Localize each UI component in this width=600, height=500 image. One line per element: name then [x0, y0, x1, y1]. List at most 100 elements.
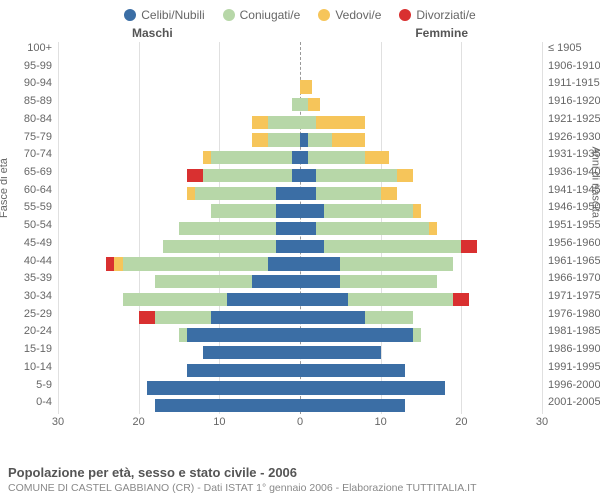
seg-married: [413, 328, 421, 341]
seg-single: [300, 311, 365, 324]
seg-widowed: [397, 169, 413, 182]
female-bar: [300, 80, 542, 93]
age-row: 70-741931-1935: [58, 148, 542, 166]
seg-widowed: [308, 98, 320, 111]
age-row: 75-791926-1930: [58, 131, 542, 149]
female-bar: [300, 151, 542, 164]
seg-widowed: [381, 187, 397, 200]
age-row: 80-841921-1925: [58, 113, 542, 131]
male-bar: [58, 364, 300, 377]
seg-single: [300, 275, 340, 288]
age-label: 30-34: [24, 290, 58, 302]
birth-label: 1906-1910: [542, 60, 600, 72]
female-bar: [300, 204, 542, 217]
seg-widowed: [187, 187, 195, 200]
birth-label: 1926-1930: [542, 131, 600, 143]
footer: Popolazione per età, sesso e stato civil…: [8, 465, 476, 494]
seg-divorced: [187, 169, 203, 182]
age-row: 90-941911-1915: [58, 77, 542, 95]
male-bar: [58, 346, 300, 359]
male-bar: [58, 45, 300, 58]
age-label: 60-64: [24, 184, 58, 196]
birth-label: 1951-1955: [542, 219, 600, 231]
birth-label: ≤ 1905: [542, 42, 582, 54]
seg-married: [340, 275, 437, 288]
seg-widowed: [365, 151, 389, 164]
age-label: 20-24: [24, 325, 58, 337]
female-bar: [300, 364, 542, 377]
age-row: 10-141991-1995: [58, 361, 542, 379]
footer-title: Popolazione per età, sesso e stato civil…: [8, 465, 476, 480]
birth-label: 1976-1980: [542, 308, 600, 320]
male-bar: [58, 381, 300, 394]
x-tick: 20: [455, 416, 467, 428]
birth-label: 1971-1975: [542, 290, 600, 302]
seg-single: [300, 399, 405, 412]
age-label: 55-59: [24, 201, 58, 213]
legend-item: Divorziati/e: [399, 8, 475, 22]
female-bar: [300, 328, 542, 341]
seg-divorced: [106, 257, 114, 270]
seg-single: [300, 151, 308, 164]
seg-married: [292, 98, 300, 111]
female-bar: [300, 346, 542, 359]
x-tick: 30: [52, 416, 64, 428]
seg-widowed: [429, 222, 437, 235]
age-label: 40-44: [24, 255, 58, 267]
female-bar: [300, 222, 542, 235]
age-label: 0-4: [36, 396, 58, 408]
male-bar: [58, 257, 300, 270]
birth-label: 1966-1970: [542, 272, 600, 284]
legend-dot: [223, 9, 235, 21]
seg-single: [300, 133, 308, 146]
male-bar: [58, 116, 300, 129]
birth-label: 1921-1925: [542, 113, 600, 125]
birth-label: 1986-1990: [542, 343, 600, 355]
age-row: 100+≤ 1905: [58, 42, 542, 60]
female-bar: [300, 293, 542, 306]
age-label: 45-49: [24, 237, 58, 249]
seg-single: [292, 169, 300, 182]
seg-single: [147, 381, 300, 394]
birth-label: 1996-2000: [542, 379, 600, 391]
seg-widowed: [332, 133, 364, 146]
x-tick: 10: [375, 416, 387, 428]
seg-widowed: [114, 257, 122, 270]
seg-married: [365, 311, 413, 324]
male-bar: [58, 399, 300, 412]
seg-married: [211, 151, 292, 164]
seg-married: [195, 187, 276, 200]
seg-married: [300, 116, 316, 129]
age-row: 40-441961-1965: [58, 255, 542, 273]
female-bar: [300, 116, 542, 129]
seg-widowed: [413, 204, 421, 217]
age-row: 45-491956-1960: [58, 237, 542, 255]
seg-married: [179, 328, 187, 341]
seg-single: [276, 204, 300, 217]
seg-divorced: [139, 311, 155, 324]
seg-married: [123, 257, 268, 270]
seg-widowed: [316, 116, 364, 129]
seg-single: [300, 328, 413, 341]
birth-label: 1936-1940: [542, 166, 600, 178]
female-bar: [300, 275, 542, 288]
seg-married: [268, 133, 300, 146]
age-row: 0-42001-2005: [58, 396, 542, 414]
male-bar: [58, 275, 300, 288]
seg-single: [203, 346, 300, 359]
seg-married: [179, 222, 276, 235]
age-row: 20-241981-1985: [58, 325, 542, 343]
birth-label: 1941-1945: [542, 184, 600, 196]
legend-item: Coniugati/e: [223, 8, 301, 22]
age-row: 55-591946-1950: [58, 201, 542, 219]
seg-married: [324, 204, 413, 217]
birth-label: 1961-1965: [542, 255, 600, 267]
male-bar: [58, 311, 300, 324]
seg-divorced: [461, 240, 477, 253]
birth-label: 1911-1915: [542, 77, 600, 89]
male-bar: [58, 133, 300, 146]
seg-single: [268, 257, 300, 270]
age-row: 65-691936-1940: [58, 166, 542, 184]
age-label: 90-94: [24, 77, 58, 89]
female-bar: [300, 63, 542, 76]
